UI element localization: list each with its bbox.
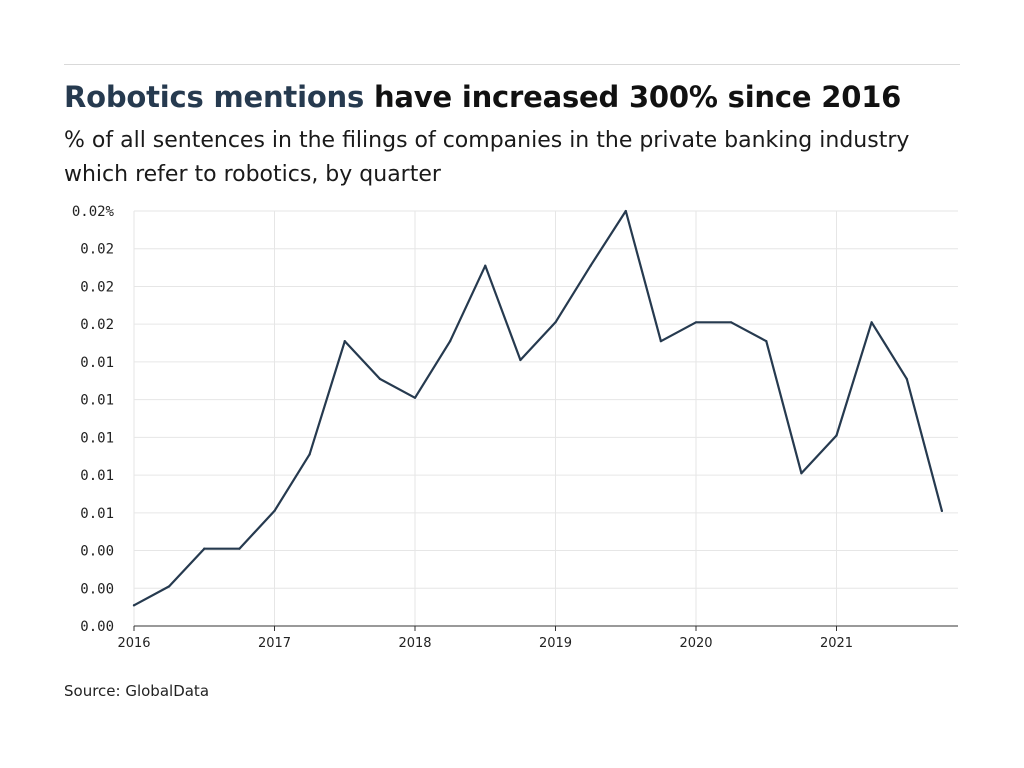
data-point [589, 264, 592, 267]
y-tick-label: 0.01 [80, 355, 114, 371]
data-point [694, 321, 698, 324]
y-tick-label: 0.01 [80, 506, 114, 522]
chart-grid [133, 210, 958, 626]
data-point [484, 264, 487, 267]
y-tick-label: 0.00 [80, 544, 114, 560]
y-tick-label: 0.01 [80, 430, 114, 446]
data-point [519, 358, 522, 362]
top-divider [64, 64, 960, 65]
data-point [624, 209, 627, 213]
data-point [132, 604, 136, 607]
data-point [308, 453, 311, 456]
chart-title-rest: have increased 300% since 2016 [364, 80, 902, 114]
x-tick-label: 2017 [258, 636, 291, 651]
chart-series [132, 209, 944, 607]
chart-title: Robotics mentions have increased 300% si… [64, 80, 901, 114]
y-tick-label: 0.01 [80, 393, 114, 409]
y-tick-label: 0.02 [80, 279, 114, 295]
data-point [273, 509, 276, 513]
x-tick-label: 2021 [820, 636, 853, 651]
data-point [870, 321, 873, 324]
series-line [132, 209, 944, 607]
data-point [730, 321, 733, 324]
chart-subtitle: % of all sentences in the filings of com… [64, 128, 910, 187]
chart-title-highlight: Robotics mentions [64, 80, 365, 114]
data-point [238, 547, 241, 550]
data-point [835, 434, 838, 437]
data-point [343, 340, 346, 343]
y-tick-label: 0.02% [72, 204, 115, 220]
data-point [765, 340, 768, 343]
y-tick-label: 0.00 [80, 619, 114, 635]
y-tick-label: 0.00 [80, 581, 114, 597]
x-tick-label: 2018 [398, 636, 431, 651]
y-tick-label: 0.02 [80, 242, 114, 258]
data-point [940, 509, 943, 513]
data-point [905, 377, 908, 380]
data-point [449, 340, 452, 343]
x-tick-label: 2019 [539, 636, 572, 651]
y-tick-label: 0.01 [80, 468, 114, 484]
data-point [378, 377, 381, 380]
x-axis-ticks: 2016 2017 2018 2019 2020 2021 [117, 625, 958, 651]
y-tick-label: 0.02 [80, 317, 114, 333]
data-point [203, 547, 206, 550]
x-tick-label: 2016 [117, 636, 150, 651]
data-point [168, 585, 171, 588]
data-point [554, 321, 557, 324]
x-tick-label: 2020 [679, 636, 712, 651]
data-point [800, 472, 803, 475]
data-point [413, 396, 417, 399]
data-point [659, 340, 662, 343]
source-note: Source: GlobalData [64, 682, 210, 700]
y-axis-ticks: 0.02% 0.02 0.02 0.02 0.01 0.01 0.01 0.01 0.01 0.0… [72, 204, 115, 635]
